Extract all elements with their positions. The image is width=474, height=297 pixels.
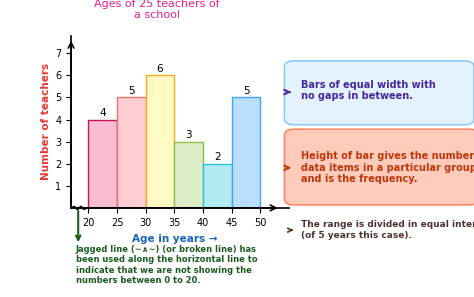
Text: Bars of equal width with
no gaps in between.: Bars of equal width with no gaps in betw…: [301, 80, 436, 101]
Text: 2: 2: [214, 152, 221, 162]
Text: 5: 5: [128, 86, 135, 96]
Bar: [174, 142, 203, 208]
Text: Age in years →: Age in years →: [132, 234, 217, 244]
Bar: [203, 164, 232, 208]
Text: 5: 5: [243, 86, 249, 96]
Text: 6: 6: [157, 64, 164, 74]
Bar: [232, 97, 260, 208]
Y-axis label: Number of teachers: Number of teachers: [41, 63, 51, 180]
Bar: [146, 75, 174, 208]
Text: The range is divided in equal intervals
(of 5 years this case).: The range is divided in equal intervals …: [301, 220, 474, 240]
Text: Height of bar gives the number of
data items in a particular group
and is the fr: Height of bar gives the number of data i…: [301, 151, 474, 184]
Text: Ages of 25 teachers of
a school: Ages of 25 teachers of a school: [94, 0, 220, 20]
Bar: [88, 120, 117, 208]
Text: 3: 3: [185, 130, 192, 140]
Text: Jagged line (∼∧∼) (or broken line) has
been used along the horizontal line to
in: Jagged line (∼∧∼) (or broken line) has b…: [76, 245, 257, 285]
Bar: [117, 97, 146, 208]
Text: 4: 4: [100, 108, 106, 118]
